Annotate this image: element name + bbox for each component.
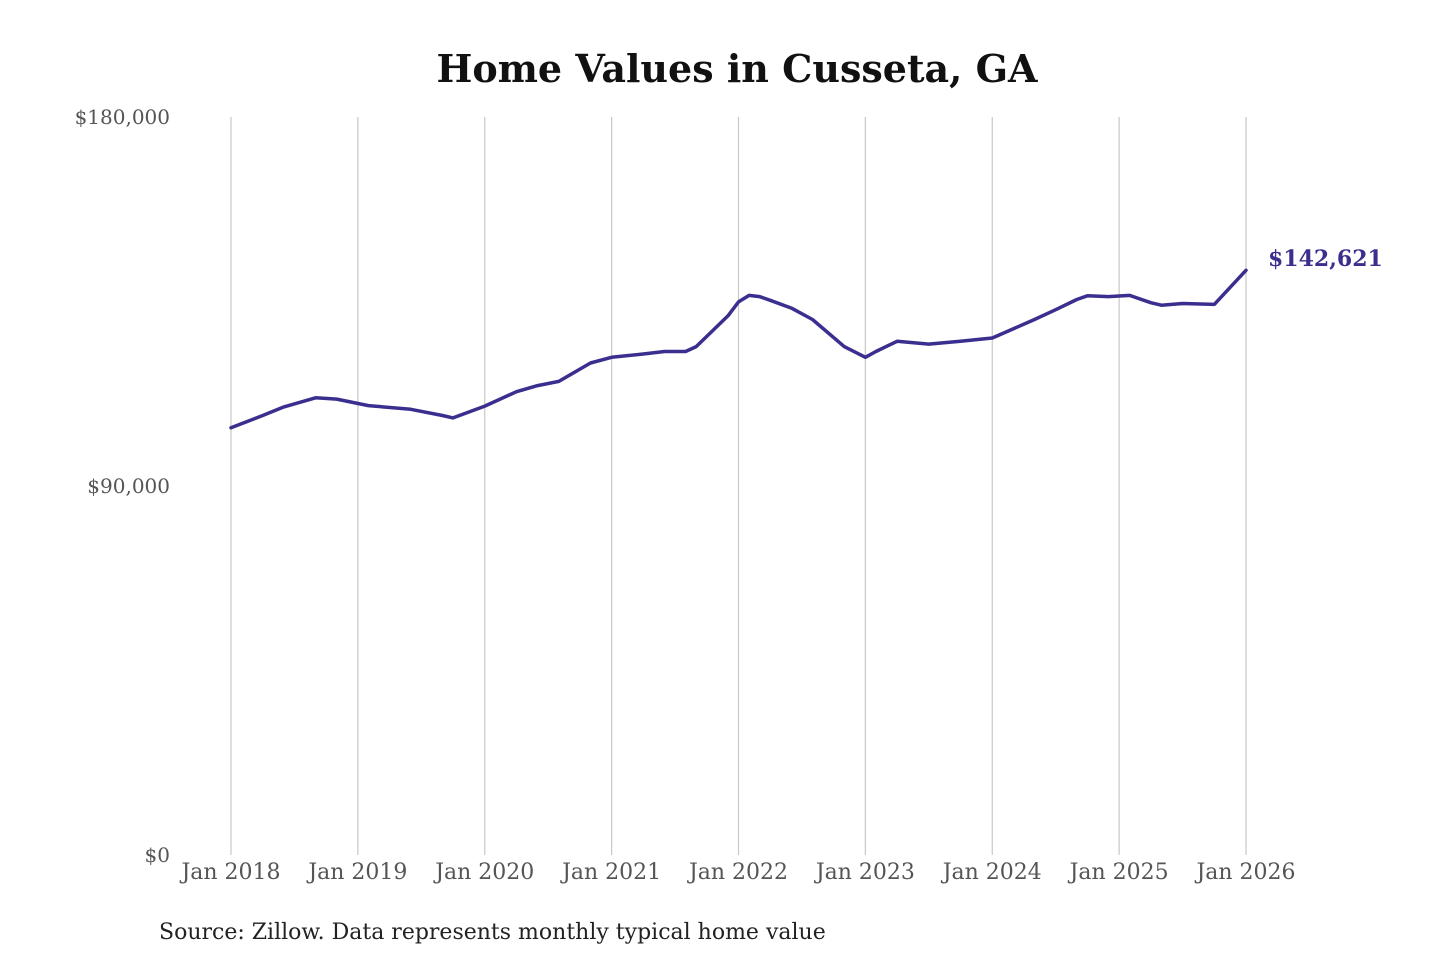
source-note: Source: Zillow. Data represents monthly … (159, 920, 826, 945)
x-tick-label: Jan 2021 (560, 860, 661, 885)
x-tick-label: Jan 2026 (1194, 860, 1295, 885)
x-tick-label: Jan 2019 (306, 860, 407, 885)
x-tick-label: Jan 2023 (814, 860, 915, 885)
x-tick-label: Jan 2020 (433, 860, 534, 885)
home-value-line (229, 268, 1248, 430)
latest-value-label: $142,621 (1268, 246, 1383, 272)
chart-title: Home Values in Cusseta, GA (436, 46, 1038, 91)
x-axis-ticks: Jan 2018 Jan 2019 Jan 2020 Jan 2021 Jan 2022… (179, 860, 1295, 885)
x-tick-label: Jan 2025 (1068, 860, 1169, 885)
gridlines (230, 117, 1247, 855)
y-tick-label: $90,000 (87, 474, 170, 498)
x-tick-label: Jan 2018 (179, 860, 280, 885)
x-tick-label: Jan 2022 (687, 860, 788, 885)
y-tick-label: $180,000 (75, 105, 170, 129)
y-axis-ticks: $0 $90,000 $180,000 (75, 105, 170, 867)
y-tick-label: $0 (145, 843, 170, 867)
x-tick-label: Jan 2024 (941, 860, 1042, 885)
